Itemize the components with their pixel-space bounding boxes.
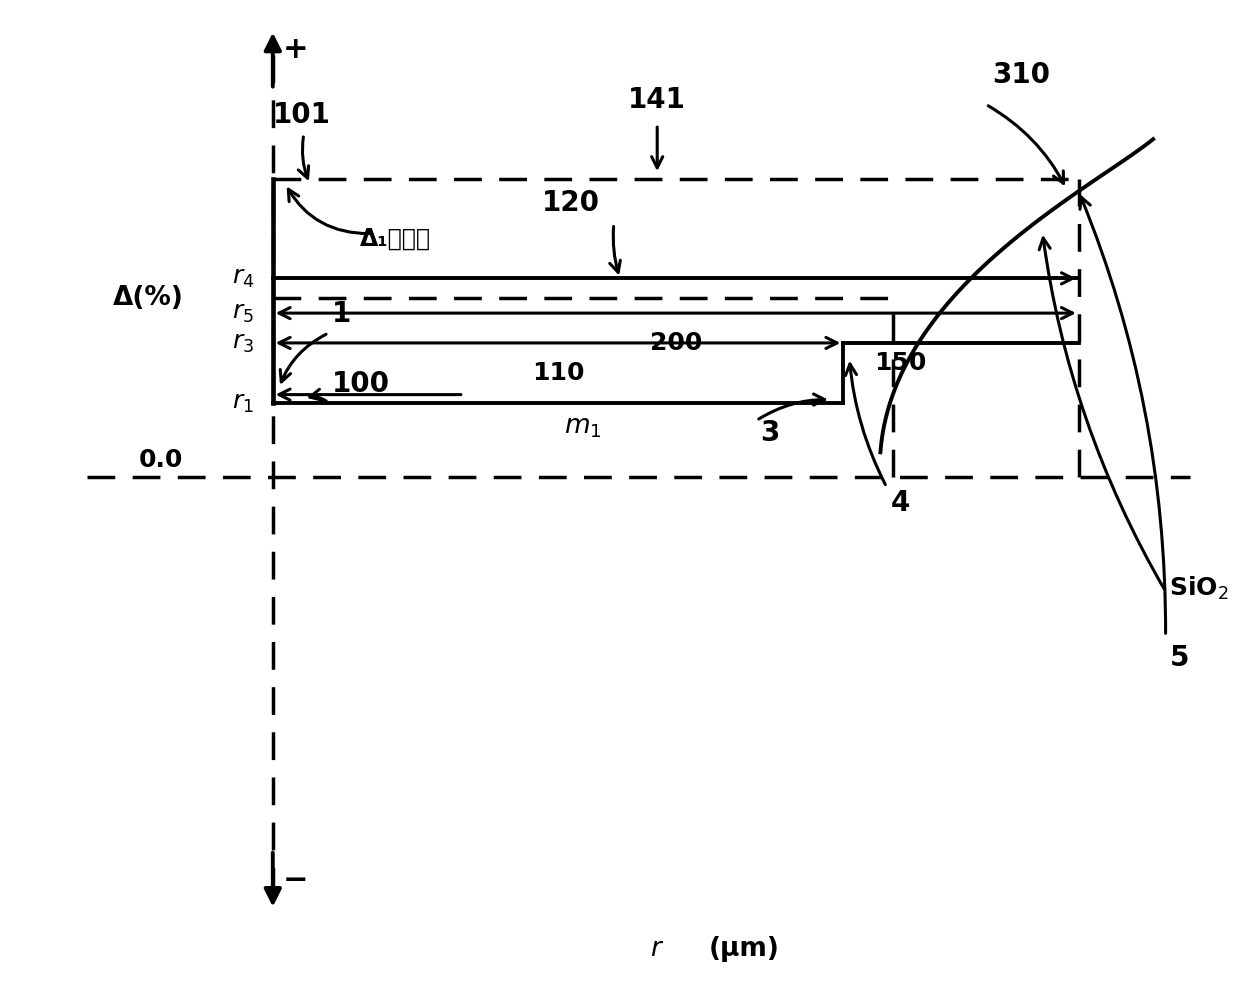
Text: Δ(%): Δ(%) [113,285,185,311]
Text: $r$: $r$ [650,936,665,962]
Text: +: + [283,35,309,64]
Text: $r_4$: $r_4$ [232,266,254,290]
Text: 5: 5 [1169,644,1189,672]
Text: 200: 200 [650,331,702,355]
Text: $m_1$: $m_1$ [564,414,601,440]
Text: −: − [283,866,309,895]
Text: 150: 150 [874,351,926,375]
Text: 110: 110 [532,361,584,385]
Text: (μm): (μm) [708,936,780,962]
Text: 0.0: 0.0 [139,448,184,472]
Text: 4: 4 [890,489,910,517]
Text: SiO$_2$: SiO$_2$ [1169,575,1229,602]
Text: 100: 100 [332,370,391,398]
Text: $r_1$: $r_1$ [232,391,254,414]
Text: 1: 1 [332,300,352,328]
Text: 310: 310 [992,62,1050,89]
Text: $r_5$: $r_5$ [232,301,254,325]
Text: Δ₁最大値: Δ₁最大値 [360,227,430,250]
Text: 120: 120 [542,189,599,217]
Text: 101: 101 [273,101,331,129]
Text: 141: 141 [629,86,686,114]
Text: $r_3$: $r_3$ [232,331,254,355]
Text: 3: 3 [760,419,780,447]
